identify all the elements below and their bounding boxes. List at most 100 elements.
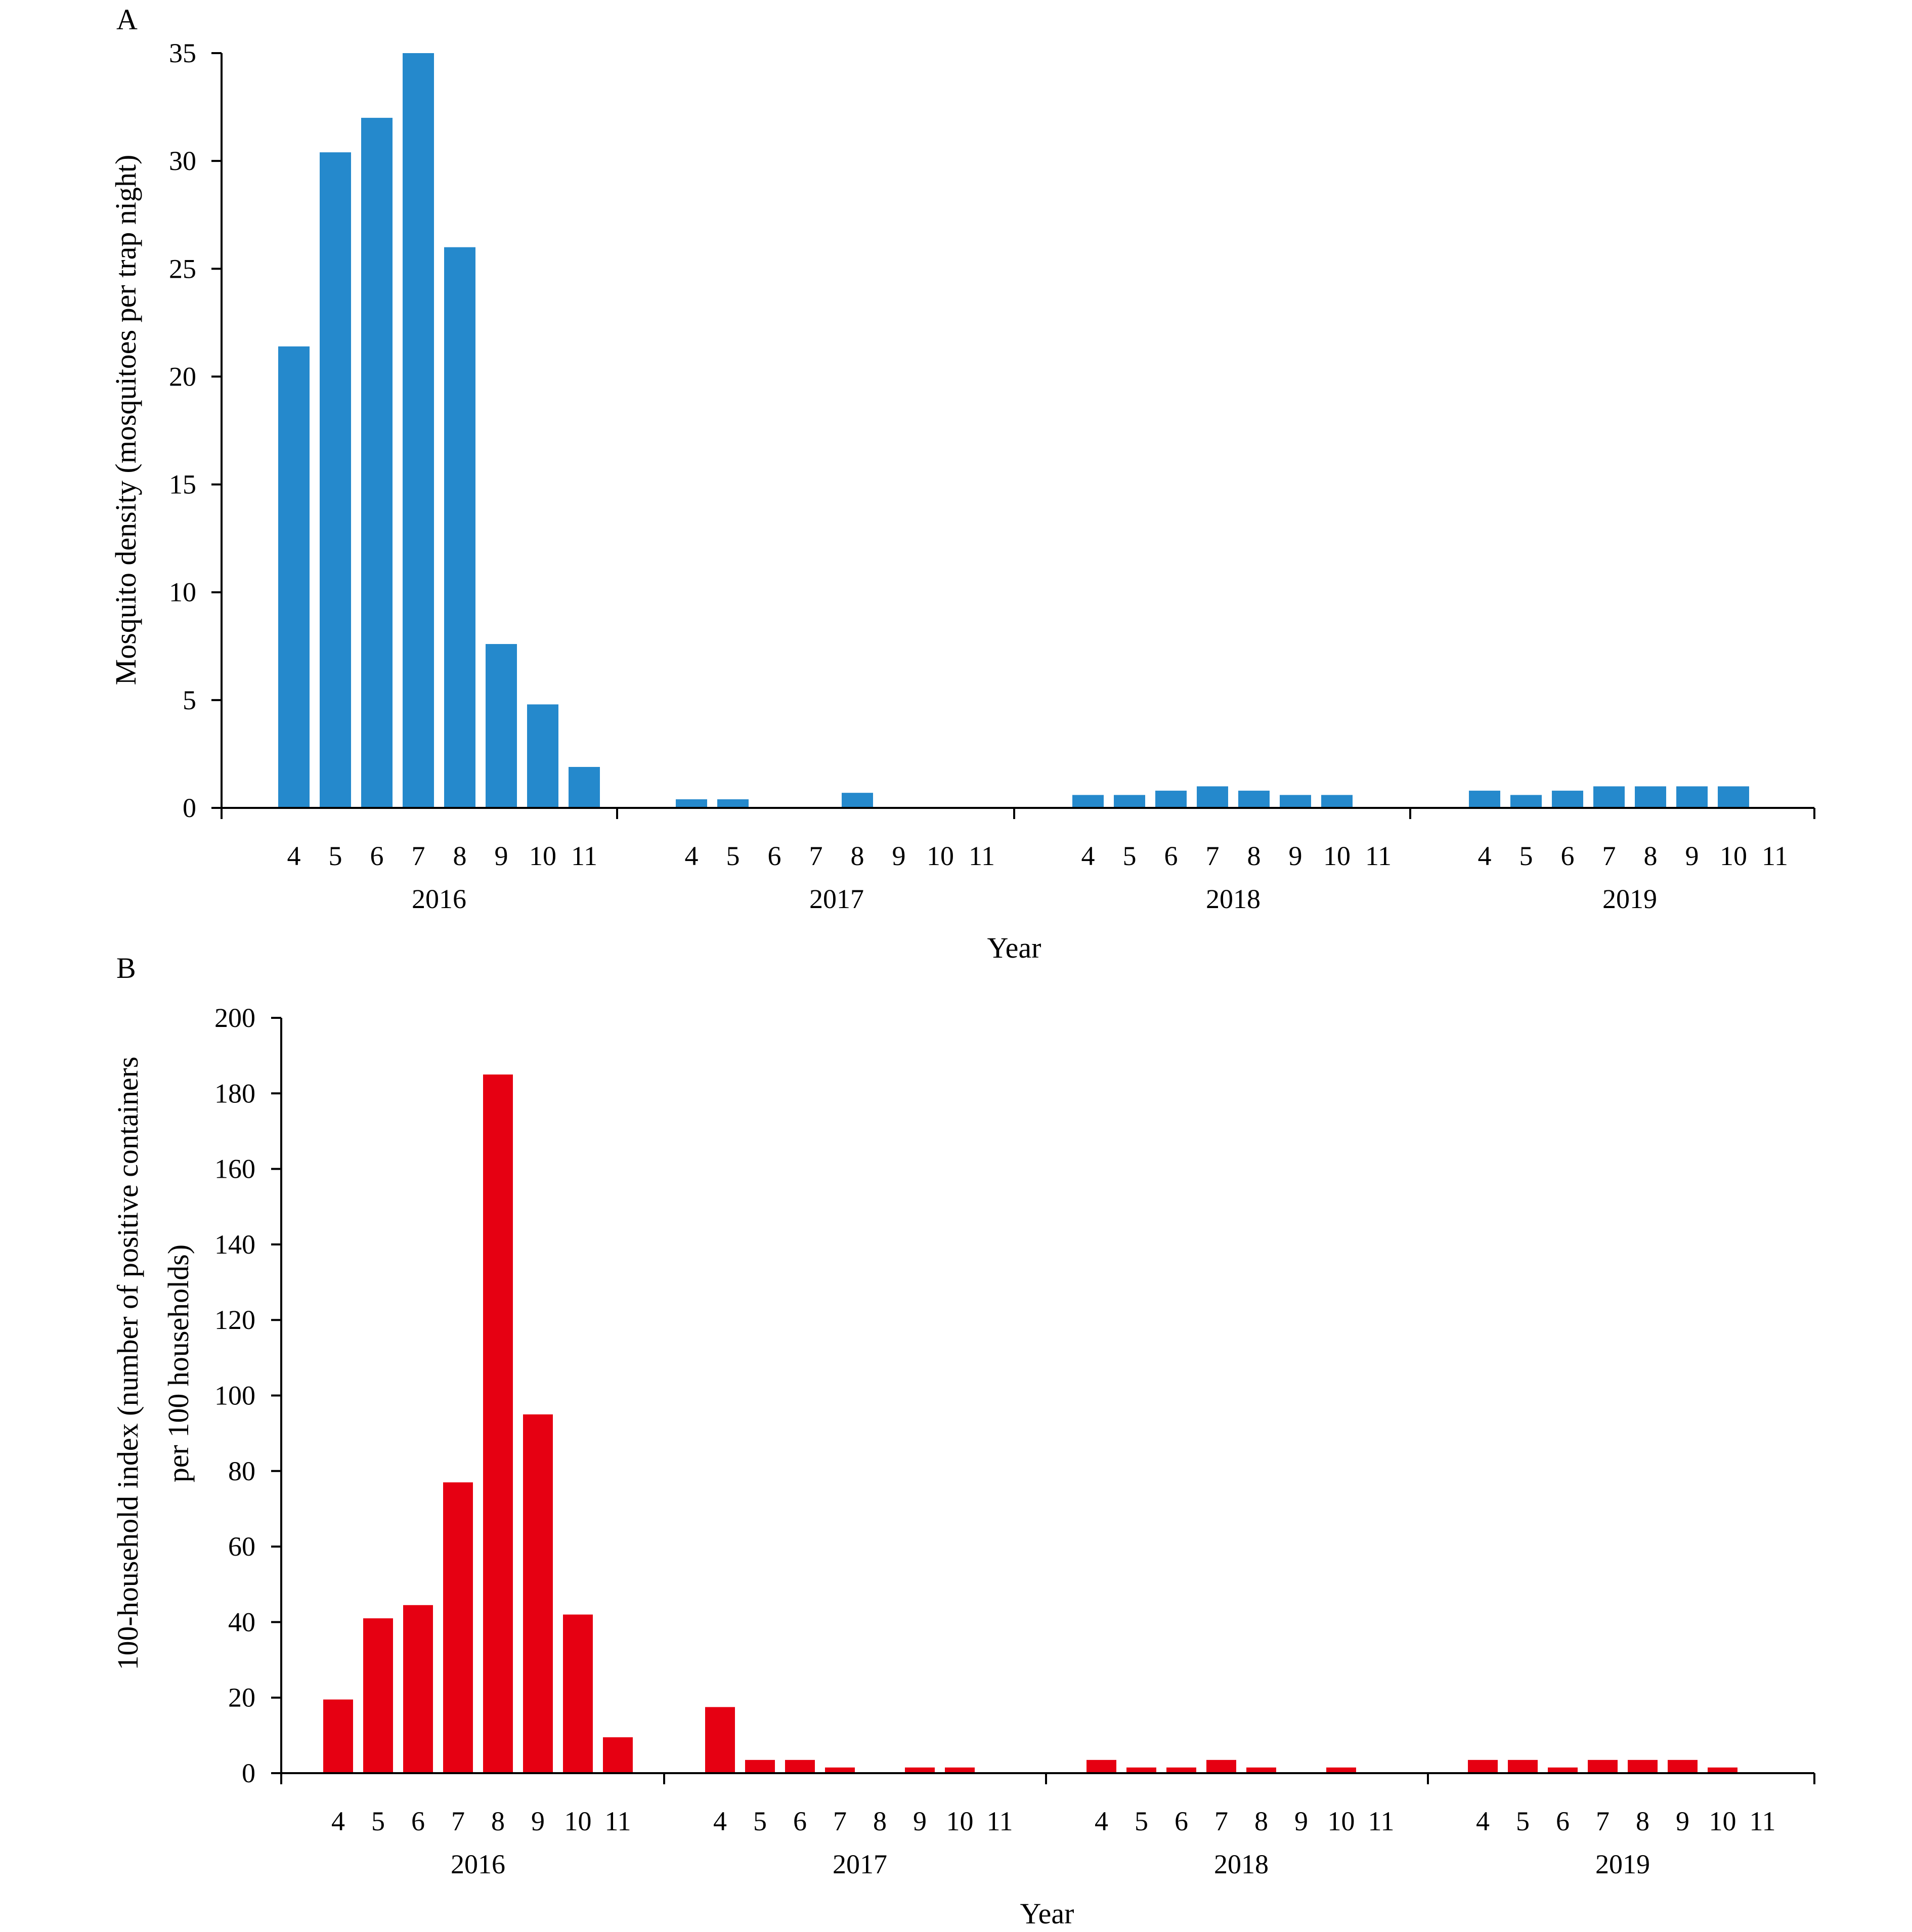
panel-b-bars	[323, 1074, 1737, 1773]
panel-a-bar	[527, 704, 558, 808]
panel-b-month-label: 5	[1516, 1806, 1530, 1836]
panel-a-year-label: 2016	[412, 884, 466, 914]
panel-a-bar	[569, 767, 600, 808]
panel-b-month-label: 8	[1254, 1806, 1268, 1836]
panel-b-label: B	[116, 952, 136, 984]
panel-b-bar	[1708, 1767, 1737, 1773]
panel-b-month-label: 4	[1476, 1806, 1490, 1836]
panel-b-month-label: 9	[531, 1806, 545, 1836]
panel-a-month-label: 7	[1602, 841, 1616, 871]
panel-a-month-label: 6	[370, 841, 384, 871]
panel-b-y-tick-label: 80	[228, 1456, 255, 1486]
panel-b-bar	[1166, 1767, 1196, 1773]
panel-a-bar	[1280, 795, 1311, 808]
panel-b-bar	[1468, 1759, 1498, 1773]
panel-b-bar	[563, 1614, 593, 1773]
panel-a-month-label: 11	[1762, 841, 1788, 871]
panel-a-month-label: 10	[529, 841, 556, 871]
panel-b-month-label: 10	[564, 1806, 592, 1836]
panel-a-month-label: 11	[969, 841, 995, 871]
panel-a-y-tick-label: 35	[169, 38, 196, 68]
panel-b-y-tick-label: 0	[242, 1758, 255, 1788]
panel-b-month-label: 7	[451, 1806, 465, 1836]
panel-b-year-label: 2017	[833, 1849, 887, 1879]
panel-a-month-label: 9	[892, 841, 906, 871]
panel-b-year-label: 2018	[1214, 1849, 1269, 1879]
panel-b-bar	[603, 1737, 633, 1773]
panel-b-bar	[523, 1414, 553, 1773]
panel-a-month-label: 11	[571, 841, 597, 871]
panel-a-month-label: 6	[768, 841, 781, 871]
panel-a-y-tick-label: 10	[169, 577, 196, 608]
panel-a-label: A	[116, 3, 138, 36]
panel-b-bar	[443, 1482, 473, 1773]
panel-b-month-label: 4	[331, 1806, 345, 1836]
panel-b-month-label: 4	[713, 1806, 727, 1836]
panel-a-bar	[717, 799, 749, 808]
panel-b-bar	[1628, 1759, 1658, 1773]
panel-a-month-label: 5	[1123, 841, 1137, 871]
panel-b-bar	[403, 1605, 433, 1773]
panel-b-bar	[483, 1074, 513, 1773]
panel-b-month-label: 8	[873, 1806, 887, 1836]
panel-b-month-label: 11	[605, 1806, 631, 1836]
panel-a-bar	[1552, 790, 1583, 808]
panel-a-bar	[1676, 786, 1708, 808]
panel-a-month-label: 7	[809, 841, 823, 871]
panel-a-bar	[361, 117, 393, 808]
panel-b-bar	[1126, 1767, 1156, 1773]
panel-b-y-tick-label: 60	[228, 1531, 255, 1562]
panel-a-x-axis-label: Year	[987, 931, 1041, 964]
panel-b-month-label: 7	[1214, 1806, 1228, 1836]
panel-b-month-label: 7	[833, 1806, 847, 1836]
panel-a-month-label: 9	[1289, 841, 1302, 871]
panel-a-month-label: 6	[1164, 841, 1178, 871]
panel-a-year-label: 2017	[809, 884, 864, 914]
panel-a-month-label: 8	[1644, 841, 1658, 871]
panel-a-bar	[486, 644, 517, 808]
panel-a-month-label: 4	[685, 841, 699, 871]
panel-b-bar	[705, 1707, 735, 1773]
panel-a-y-tick-label: 25	[169, 253, 196, 284]
panel-b-month-label: 6	[411, 1806, 425, 1836]
panel-a-month-label: 7	[412, 841, 425, 871]
panel-a-month-label: 8	[851, 841, 864, 871]
panel-b-bar	[785, 1759, 815, 1773]
panel-b-month-label: 9	[1676, 1806, 1689, 1836]
panel-b-bar	[323, 1699, 353, 1773]
panel-a-bar	[278, 346, 310, 808]
panel-a-bar	[444, 247, 475, 808]
panel-b-month-label: 11	[987, 1806, 1013, 1836]
panel-b-bar	[745, 1759, 775, 1773]
panel-a-bar	[1469, 790, 1500, 808]
panel-b-month-label: 10	[1709, 1806, 1736, 1836]
panel-b-bar	[1087, 1759, 1116, 1773]
panel-a-bar	[320, 152, 351, 808]
panel-b-month-label: 6	[793, 1806, 807, 1836]
panel-a-bar	[1718, 786, 1749, 808]
panel-b-y-tick-label: 120	[214, 1305, 255, 1335]
panel-a-month-label: 5	[726, 841, 740, 871]
panel-a-bar	[403, 53, 434, 808]
panel-a-month-label: 9	[495, 841, 508, 871]
panel-a-y-tick-label: 0	[183, 793, 196, 823]
panel-a-month-label: 4	[287, 841, 301, 871]
panel-b-year-label: 2016	[451, 1849, 505, 1879]
panel-b-bar	[363, 1618, 393, 1773]
panel-a-month-label: 7	[1206, 841, 1220, 871]
panel-b-y-tick-label: 20	[228, 1683, 255, 1713]
panel-b-bar	[825, 1767, 855, 1773]
panel-b-bar	[1508, 1759, 1538, 1773]
panel-b-bar	[1326, 1767, 1356, 1773]
panel-b-month-label: 9	[1294, 1806, 1308, 1836]
panel-a-month-label: 8	[1247, 841, 1261, 871]
panel-a-bar	[1197, 786, 1228, 808]
panel-b-month-label: 5	[1135, 1806, 1148, 1836]
panel-b-month-label: 6	[1556, 1806, 1570, 1836]
panel-a-bar	[1072, 795, 1104, 808]
panel-a-month-label: 8	[453, 841, 467, 871]
panel-a-month-label: 10	[1323, 841, 1351, 871]
